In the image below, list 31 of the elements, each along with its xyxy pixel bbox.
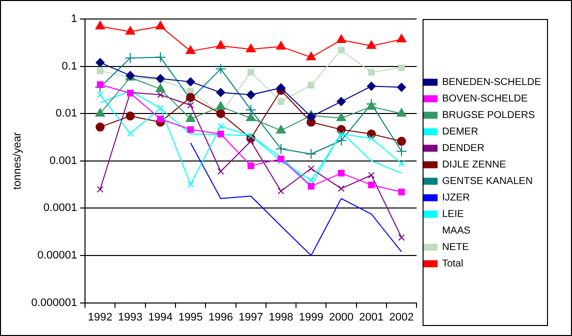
x-tick-label: 1992 xyxy=(88,311,112,324)
x-tick-label: 1998 xyxy=(268,311,294,324)
y-tick-label: 0.000001 xyxy=(31,296,78,309)
legend-label: DENDER xyxy=(442,143,484,154)
x-tick-label: 2001 xyxy=(359,311,384,324)
legend-label: DIJLE ZENNE xyxy=(442,160,506,170)
y-tick-label: 0.0001 xyxy=(43,202,78,214)
legend-label: BENEDEN-SCHELDE xyxy=(442,77,542,88)
legend-label: Total xyxy=(442,258,464,270)
legend-label: LEIE xyxy=(442,209,464,220)
legend-label: IJZER xyxy=(442,192,470,204)
x-tick-label: 1994 xyxy=(148,311,173,324)
y-tick-label: 0.01 xyxy=(56,108,78,120)
legend-label: DEMER xyxy=(442,126,478,138)
x-tick-label: 1993 xyxy=(118,311,143,324)
x-tick-label: 1995 xyxy=(178,311,203,324)
y-tick-label: 0.00001 xyxy=(37,250,78,262)
x-tick-label: 2002 xyxy=(389,311,414,324)
x-tick-label: 1996 xyxy=(208,311,233,324)
text: MAAS xyxy=(442,226,471,236)
legend-label: NETE xyxy=(442,242,470,253)
x-tick-label: 2000 xyxy=(329,311,354,324)
y-axis-title: tonnes/year xyxy=(12,132,24,190)
legend-label: BOVEN-SCHELDE xyxy=(442,94,528,104)
x-tick-label: 1999 xyxy=(298,311,324,324)
y-tick-label: 0.001 xyxy=(50,154,78,167)
legend-label: GENTSE KANALEN xyxy=(442,176,533,187)
y-tick-label: 1 xyxy=(70,13,78,26)
legend-label: BRUGSE POLDERS xyxy=(442,110,536,121)
x-tick-label: 1997 xyxy=(238,311,264,324)
y-tick-label: 0.1 xyxy=(62,60,78,72)
